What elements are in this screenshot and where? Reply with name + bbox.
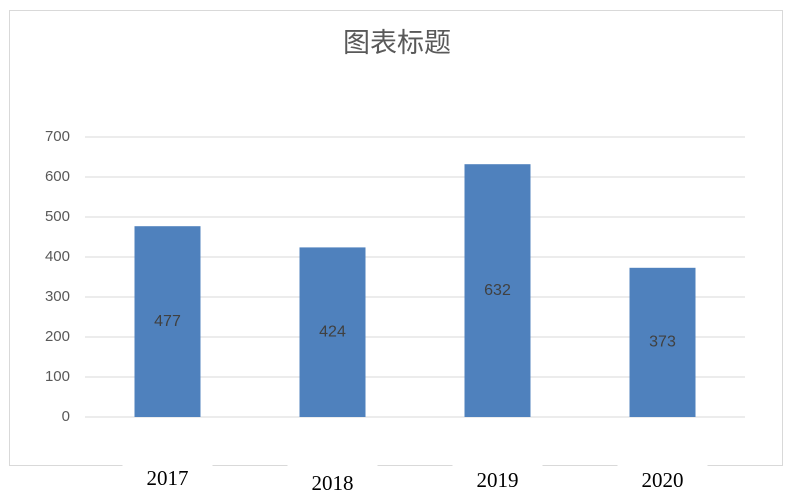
x-tick-label: 2020: [642, 468, 684, 492]
data-label: 477: [154, 313, 181, 330]
y-tick-label: 200: [45, 328, 70, 345]
bar: [464, 164, 531, 417]
y-tick-label: 300: [45, 288, 70, 305]
label-backdrop: [122, 462, 213, 468]
x-tick-label: 2017: [147, 466, 189, 490]
y-tick-label: 600: [45, 168, 70, 185]
y-tick-label: 500: [45, 208, 70, 225]
label-backdrop: [617, 462, 708, 468]
x-tick-label: 2019: [477, 468, 519, 492]
data-label: 632: [484, 282, 511, 299]
x-tick-label: 2018: [312, 471, 354, 495]
y-tick-label: 0: [62, 408, 70, 425]
chart-title: 图表标题: [343, 28, 451, 58]
label-backdrop: [287, 462, 378, 468]
bar: [299, 247, 366, 417]
data-label: 373: [649, 334, 676, 351]
data-label: 424: [319, 323, 346, 340]
y-tick-label: 100: [45, 368, 70, 385]
bar: [629, 267, 696, 417]
bar: [134, 226, 201, 417]
y-tick-label: 700: [45, 128, 70, 145]
label-backdrop: [452, 462, 543, 468]
y-tick-label: 400: [45, 248, 70, 265]
